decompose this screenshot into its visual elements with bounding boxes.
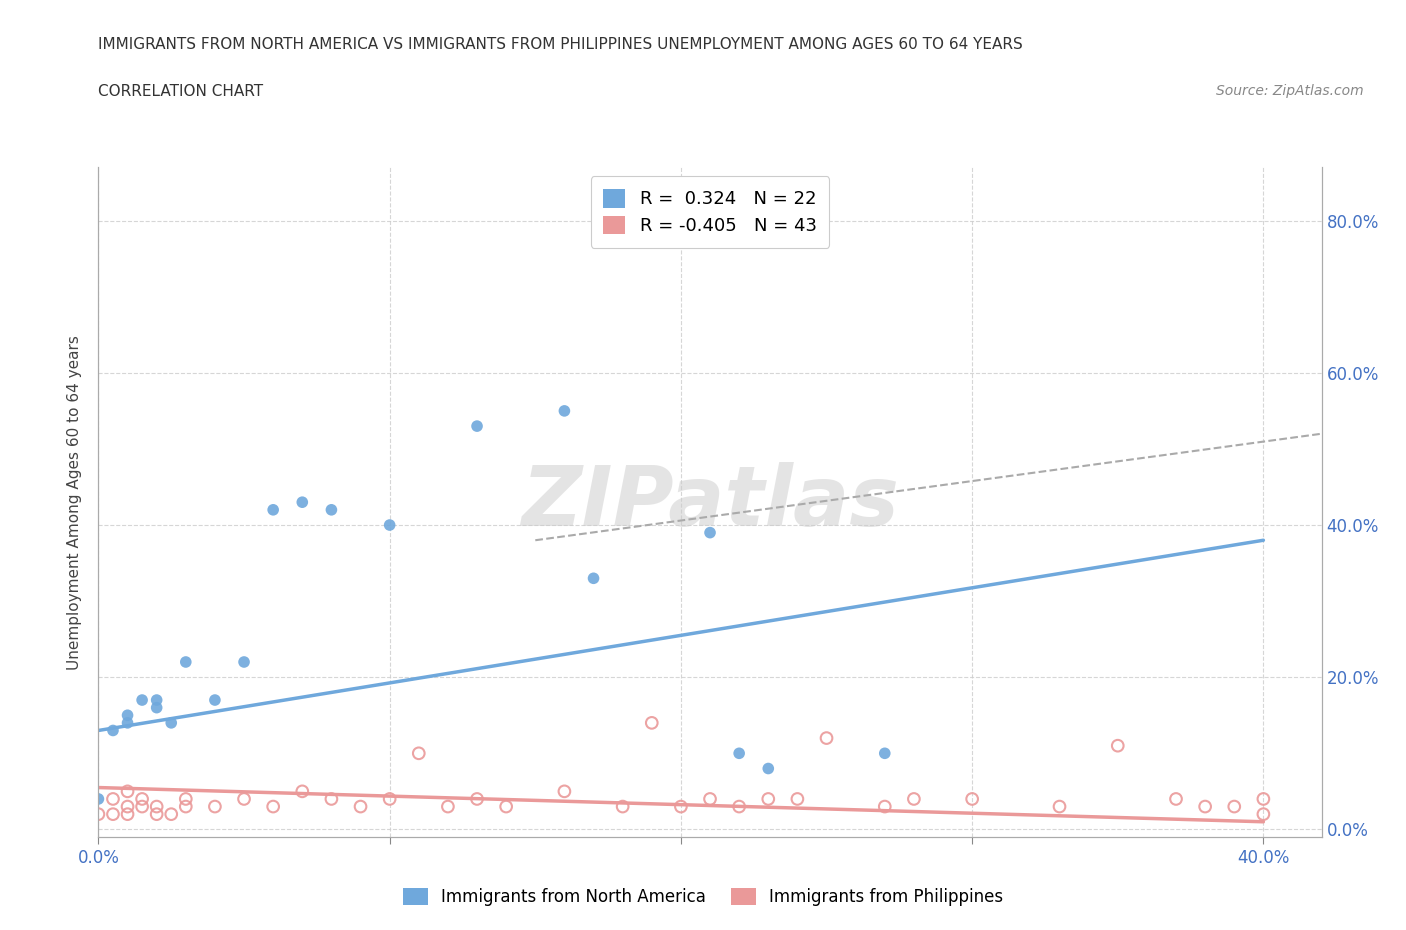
Point <box>117 715 139 730</box>
Text: CORRELATION CHART: CORRELATION CHART <box>98 84 263 99</box>
Point <box>101 791 124 806</box>
Point <box>174 799 197 814</box>
Point <box>87 806 110 821</box>
Point <box>669 799 692 814</box>
Point <box>756 791 779 806</box>
Point <box>145 799 167 814</box>
Point <box>378 791 401 806</box>
Text: Source: ZipAtlas.com: Source: ZipAtlas.com <box>1216 84 1364 98</box>
Point <box>437 799 460 814</box>
Point <box>262 799 284 814</box>
Point <box>465 418 488 433</box>
Point <box>815 731 838 746</box>
Point <box>174 791 197 806</box>
Point <box>145 693 167 708</box>
Legend: R =  0.324   N = 22, R = -0.405   N = 43: R = 0.324 N = 22, R = -0.405 N = 43 <box>591 177 830 247</box>
Point <box>204 693 226 708</box>
Y-axis label: Unemployment Among Ages 60 to 64 years: Unemployment Among Ages 60 to 64 years <box>67 335 83 670</box>
Point <box>873 746 896 761</box>
Point <box>101 723 124 737</box>
Point <box>117 708 139 723</box>
Point <box>960 791 983 806</box>
Point <box>756 761 779 776</box>
Point <box>495 799 517 814</box>
Point <box>1194 799 1216 814</box>
Point <box>117 799 139 814</box>
Point <box>321 791 343 806</box>
Point <box>131 791 153 806</box>
Point <box>160 715 183 730</box>
Point <box>87 791 110 806</box>
Point <box>582 571 605 586</box>
Legend: Immigrants from North America, Immigrants from Philippines: Immigrants from North America, Immigrant… <box>396 881 1010 912</box>
Point <box>699 791 721 806</box>
Text: ZIPatlas: ZIPatlas <box>522 461 898 543</box>
Point <box>1049 799 1071 814</box>
Point <box>553 404 575 418</box>
Point <box>378 518 401 533</box>
Point <box>321 502 343 517</box>
Point <box>408 746 430 761</box>
Point <box>101 806 124 821</box>
Point <box>291 495 314 510</box>
Point <box>465 791 488 806</box>
Point <box>728 799 751 814</box>
Point <box>641 715 664 730</box>
Point <box>349 799 371 814</box>
Point <box>786 791 808 806</box>
Text: IMMIGRANTS FROM NORTH AMERICA VS IMMIGRANTS FROM PHILIPPINES UNEMPLOYMENT AMONG : IMMIGRANTS FROM NORTH AMERICA VS IMMIGRA… <box>98 37 1024 52</box>
Point <box>131 799 153 814</box>
Point <box>291 784 314 799</box>
Point <box>1223 799 1246 814</box>
Point <box>117 806 139 821</box>
Point <box>262 502 284 517</box>
Point <box>204 799 226 814</box>
Point <box>728 746 751 761</box>
Point <box>117 784 139 799</box>
Point <box>1164 791 1187 806</box>
Point <box>174 655 197 670</box>
Point <box>145 700 167 715</box>
Point <box>553 784 575 799</box>
Point <box>873 799 896 814</box>
Point <box>699 525 721 540</box>
Point <box>903 791 925 806</box>
Point <box>160 806 183 821</box>
Point <box>131 693 153 708</box>
Point <box>233 791 256 806</box>
Point <box>1253 806 1275 821</box>
Point <box>233 655 256 670</box>
Point <box>612 799 634 814</box>
Point <box>1107 738 1129 753</box>
Point <box>1253 791 1275 806</box>
Point <box>145 806 167 821</box>
